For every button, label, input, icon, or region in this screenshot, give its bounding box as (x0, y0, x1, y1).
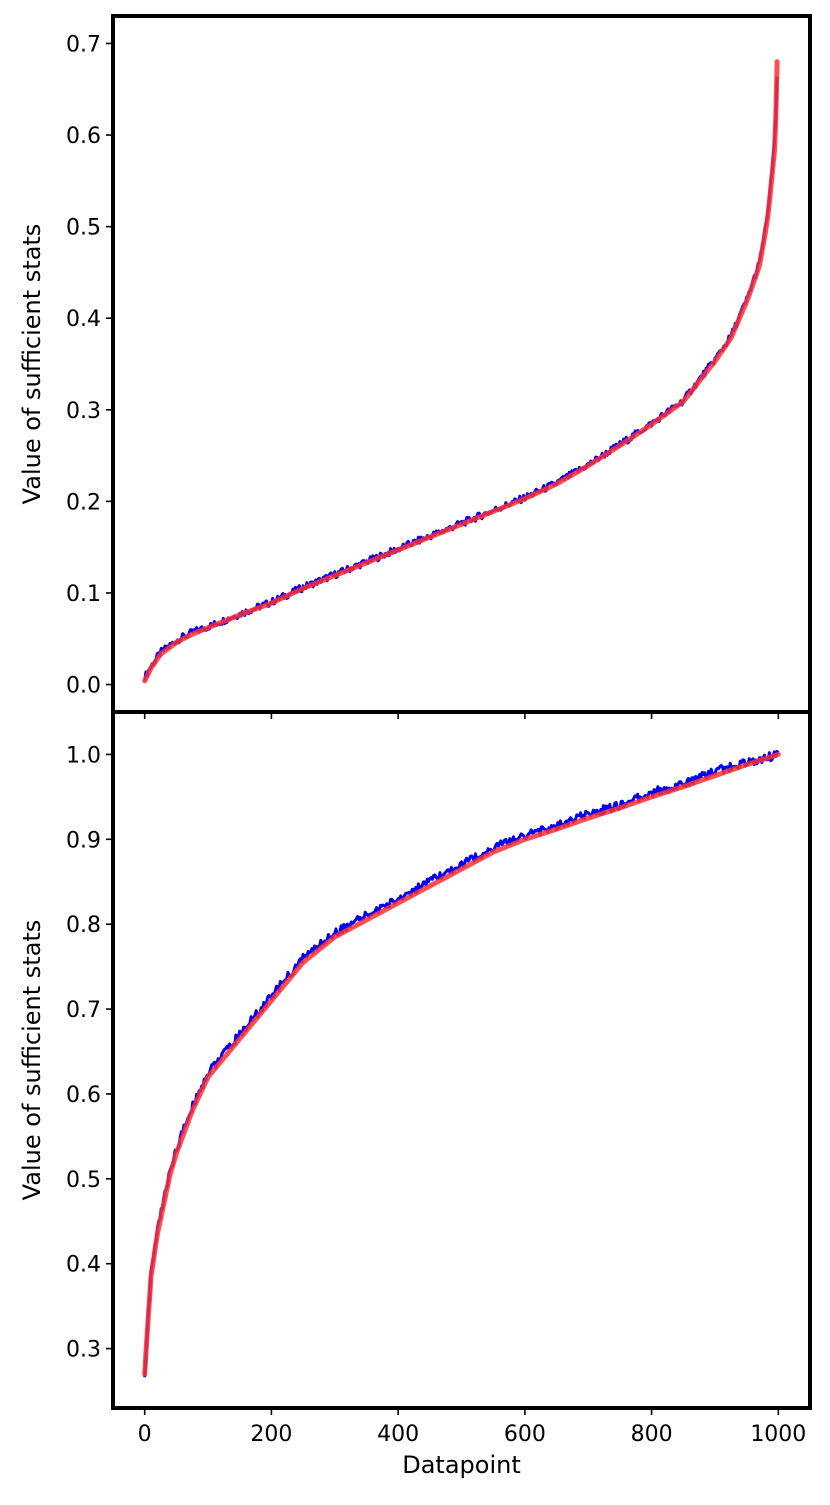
y-tick-label: 0.5 (66, 216, 101, 241)
plot-frame (111, 14, 812, 714)
bottom-panel: 0.3 0.4 0.5 0.6 0.7 0.8 0.9 1.0 0 200 400 600 800 100… (18, 710, 812, 1479)
y-axis-label: Value of sufficient stats (18, 224, 46, 505)
x-tick-label: 400 (377, 1422, 419, 1447)
y-tick-label: 0.4 (66, 307, 101, 332)
x-tick-label: 800 (631, 1422, 673, 1447)
y-tick-label: 0.4 (66, 1253, 101, 1278)
observed-series-line (143, 749, 780, 1378)
y-tick-label: 0.3 (66, 1338, 101, 1363)
y-tick-label: 0.7 (66, 32, 101, 57)
y-tick-label: 0.6 (66, 1083, 101, 1108)
observed-series-line (143, 76, 779, 682)
fitted-series-line (142, 59, 780, 684)
y-tick-label: 0.2 (66, 490, 101, 515)
top-panel: 0.0 0.1 0.2 0.3 0.4 0.5 0.6 0.7 Value of suffici… (18, 14, 812, 719)
fitted-series-line (142, 751, 781, 1377)
y-tick-label: 0.8 (66, 913, 101, 938)
x-tick-label: 200 (250, 1422, 292, 1447)
y-tick-label: 0.0 (66, 674, 101, 699)
x-tick-label: 600 (504, 1422, 546, 1447)
y-tick-label: 0.6 (66, 124, 101, 149)
y-tick-label: 0.3 (66, 399, 101, 424)
x-tick-label: 1000 (750, 1422, 806, 1447)
y-tick-label: 0.5 (66, 1168, 101, 1193)
plot-frame (111, 710, 812, 1410)
y-tick-label: 0.1 (66, 582, 101, 607)
y-tick-label: 0.9 (66, 828, 101, 853)
x-axis-label: Datapoint (402, 1451, 521, 1479)
x-tick-label: 0 (138, 1422, 152, 1447)
y-tick-label: 1.0 (66, 743, 101, 768)
y-axis-label: Value of sufficient stats (18, 920, 46, 1201)
y-tick-label: 0.7 (66, 998, 101, 1023)
